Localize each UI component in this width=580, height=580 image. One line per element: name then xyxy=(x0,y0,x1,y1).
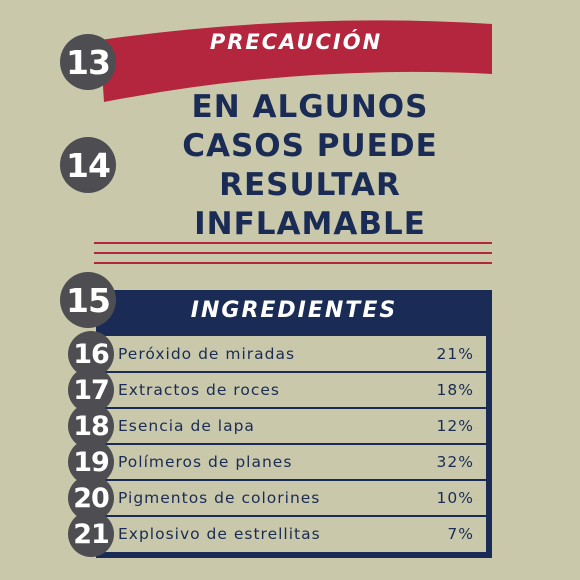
divider-line xyxy=(94,242,492,244)
row-divider xyxy=(104,515,486,517)
ingredient-name: Extractos de roces xyxy=(118,381,280,399)
ingredient-percent: 32% xyxy=(436,453,474,471)
warning-line: INFLAMABLE xyxy=(194,206,426,242)
ingredient-percent: 21% xyxy=(436,345,474,363)
number-20-badge: 20 xyxy=(68,475,114,521)
ingredient-name: Polímeros de planes xyxy=(118,453,293,471)
table-row: Extractos de roces 18% xyxy=(104,372,486,408)
ingredient-name: Peróxido de miradas xyxy=(118,345,296,363)
number-18-badge: 18 xyxy=(68,403,114,449)
table-row: Esencia de lapa 12% xyxy=(104,408,486,444)
warning-line: CASOS PUEDE xyxy=(182,128,438,164)
ingredient-percent: 18% xyxy=(436,381,474,399)
table-row: Peróxido de miradas 21% xyxy=(104,336,486,372)
table-row: Explosivo de estrellitas 7% xyxy=(104,516,486,552)
table-row: Pigmentos de colorines 10% xyxy=(104,480,486,516)
ingredient-name: Explosivo de estrellitas xyxy=(118,525,321,543)
ingredient-percent: 7% xyxy=(447,525,474,543)
ingredient-name: Esencia de lapa xyxy=(118,417,255,435)
banner-label: PRECAUCIÓN xyxy=(209,30,383,54)
ingredients-table: Peróxido de miradas 21% Extractos de roc… xyxy=(104,336,486,552)
divider-line xyxy=(94,262,492,264)
warning-line: RESULTAR xyxy=(219,167,401,203)
divider-line xyxy=(94,252,492,254)
number-14-badge: 14 xyxy=(60,137,116,193)
warning-line: EN ALGUNOS xyxy=(191,89,429,125)
row-divider xyxy=(104,371,486,373)
table-row: Polímeros de planes 32% xyxy=(104,444,486,480)
ingredient-percent: 10% xyxy=(436,489,474,507)
precaucion-banner xyxy=(100,20,492,102)
row-divider xyxy=(104,479,486,481)
row-divider xyxy=(104,407,486,409)
ingredient-percent: 12% xyxy=(436,417,474,435)
ingredients-title: INGREDIENTES xyxy=(190,298,398,323)
number-13-badge: 13 xyxy=(60,34,116,90)
number-19-badge: 19 xyxy=(68,439,114,485)
row-divider xyxy=(104,443,486,445)
number-15-badge: 15 xyxy=(60,272,116,328)
ingredient-name: Pigmentos de colorines xyxy=(118,489,321,507)
warning-text: EN ALGUNOS CASOS PUEDE RESULTAR INFLAMAB… xyxy=(120,88,500,244)
number-21-badge: 21 xyxy=(68,511,114,557)
